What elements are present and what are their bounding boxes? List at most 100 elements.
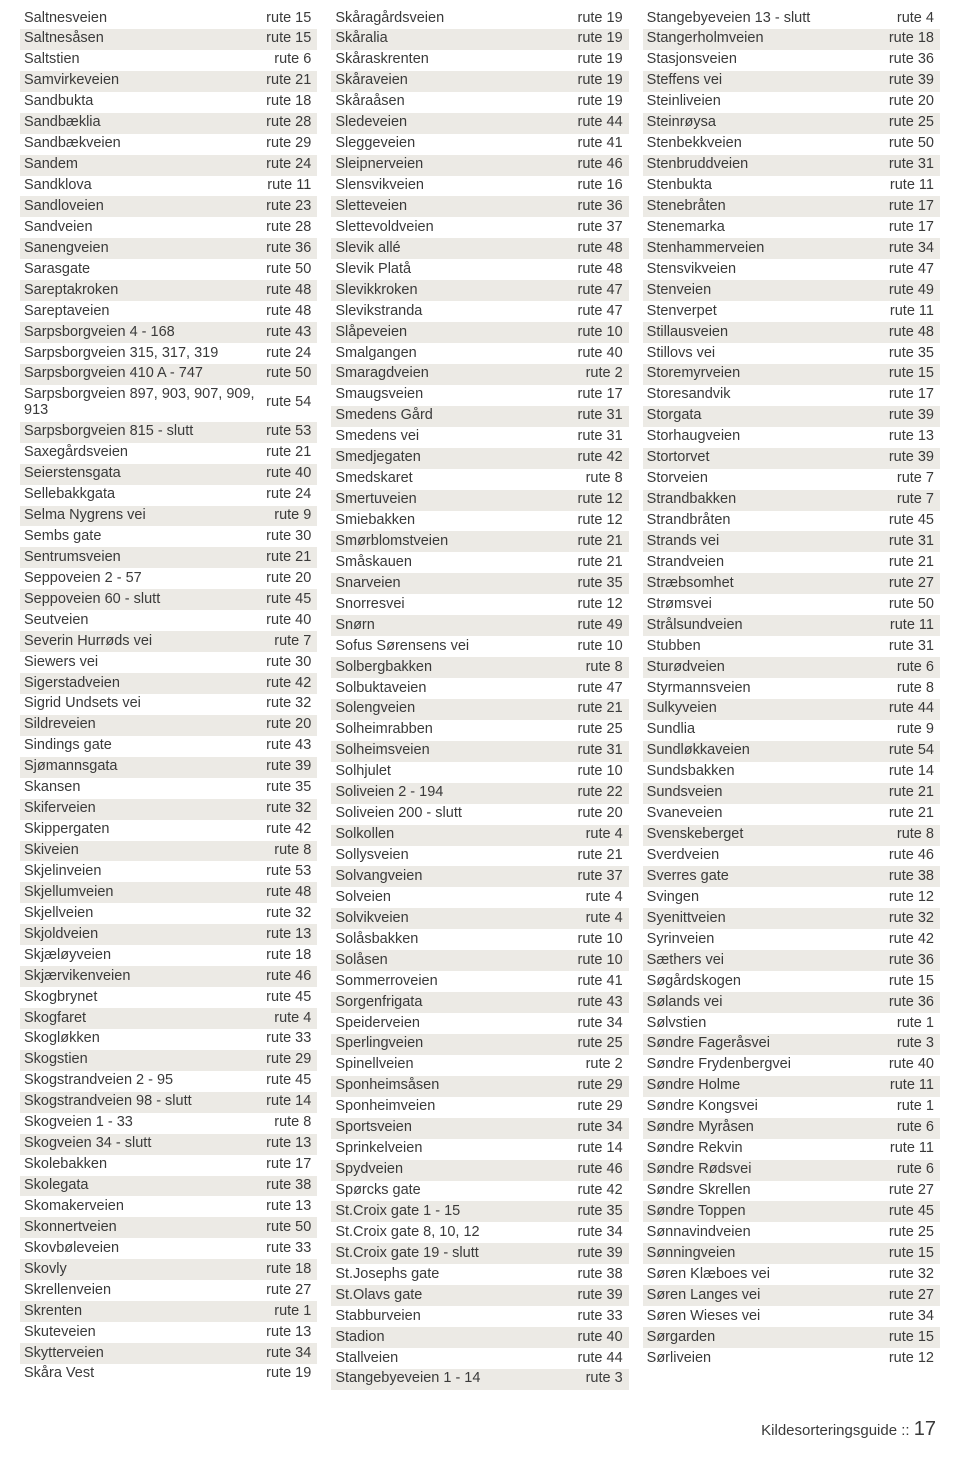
street-name: Stubben (647, 639, 883, 655)
route-value: rute 18 (260, 948, 311, 964)
table-row: Sentrumsveienrute 21 (20, 547, 317, 568)
route-value: rute 21 (260, 73, 311, 89)
street-name: Slevik allé (335, 241, 571, 257)
table-row: Skrentenrute 1 (20, 1301, 317, 1322)
table-row: Søren Klæboes veirute 32 (643, 1264, 940, 1285)
route-value: rute 44 (572, 115, 623, 131)
route-value: rute 12 (883, 890, 934, 906)
street-name: Søndre Fageråsvei (647, 1036, 891, 1052)
table-row: Sigrid Undsets veirute 32 (20, 694, 317, 715)
route-value: rute 44 (883, 701, 934, 717)
route-value: rute 36 (883, 52, 934, 68)
street-name: Seppoveien 60 - slutt (24, 592, 260, 608)
table-row: Stenbekkveienrute 50 (643, 134, 940, 155)
table-row: Skiveienrute 8 (20, 841, 317, 862)
route-value: rute 17 (883, 387, 934, 403)
route-value: rute 21 (572, 555, 623, 571)
table-row: Skonnertveienrute 50 (20, 1217, 317, 1238)
route-value: rute 42 (260, 676, 311, 692)
table-row: Svenskebergetrute 8 (643, 825, 940, 846)
street-name: Stangerholmveien (647, 31, 883, 47)
street-name: Snørn (335, 618, 571, 634)
street-name: Skuteveien (24, 1325, 260, 1341)
table-row: Saltnesåsenrute 15 (20, 29, 317, 50)
table-row: Sindings gaterute 43 (20, 736, 317, 757)
table-row: Samvirkeveienrute 21 (20, 71, 317, 92)
route-value: rute 31 (883, 639, 934, 655)
table-row: Sandbækveienrute 29 (20, 134, 317, 155)
table-row: Solheimsveienrute 31 (331, 741, 628, 762)
table-row: Sturødveienrute 6 (643, 657, 940, 678)
street-name: Sponheimveien (335, 1099, 571, 1115)
table-row: Steffens veirute 39 (643, 71, 940, 92)
route-value: rute 21 (260, 550, 311, 566)
route-value: rute 20 (572, 806, 623, 822)
street-name: Smiebakken (335, 513, 571, 529)
street-name: Seppoveien 2 - 57 (24, 571, 260, 587)
route-value: rute 2 (580, 1057, 623, 1073)
street-name: Skjoldveien (24, 927, 260, 943)
street-name: Søndre Rekvin (647, 1141, 884, 1157)
street-name: Slevikkroken (335, 283, 571, 299)
street-name: Sportsveien (335, 1120, 571, 1136)
table-row: Skogfaretrute 4 (20, 1008, 317, 1029)
street-name: Svenskeberget (647, 827, 891, 843)
route-value: rute 45 (883, 1204, 934, 1220)
street-name: Søndre Skrellen (647, 1183, 883, 1199)
route-value: rute 12 (572, 492, 623, 508)
table-row: Strandbakkenrute 7 (643, 490, 940, 511)
table-row: Smaragdveienrute 2 (331, 364, 628, 385)
route-value: rute 50 (260, 366, 311, 382)
table-row: Solheimrabbenrute 25 (331, 720, 628, 741)
route-value: rute 48 (883, 325, 934, 341)
table-row: Svingenrute 12 (643, 887, 940, 908)
route-value: rute 1 (268, 1304, 311, 1320)
table-row: Sverdveienrute 46 (643, 846, 940, 867)
route-value: rute 39 (572, 1246, 623, 1262)
street-name: Søren Klæboes vei (647, 1267, 883, 1283)
route-value: rute 35 (572, 576, 623, 592)
street-name: Slevik Platå (335, 262, 571, 278)
street-name: Storesandvik (647, 387, 883, 403)
table-row: Skogveien 34 - sluttrute 13 (20, 1134, 317, 1155)
route-value: rute 8 (268, 843, 311, 859)
table-row: Spinellveienrute 2 (331, 1055, 628, 1076)
table-row: Stortorvetrute 39 (643, 448, 940, 469)
route-value: rute 33 (572, 1309, 623, 1325)
table-row: Stubbenrute 31 (643, 636, 940, 657)
route-value: rute 31 (572, 408, 623, 424)
street-name: Søgårdskogen (647, 974, 883, 990)
table-row: Sleggeveienrute 41 (331, 134, 628, 155)
route-value: rute 21 (572, 534, 623, 550)
route-value: rute 13 (883, 429, 934, 445)
table-row: Småskauenrute 21 (331, 552, 628, 573)
route-value: rute 4 (580, 890, 623, 906)
street-name: Stræbsomhet (647, 576, 883, 592)
street-name: Smedens vei (335, 429, 571, 445)
street-name: Saltnesveien (24, 11, 260, 27)
route-value: rute 14 (260, 1094, 311, 1110)
street-name: Slensvikveien (335, 178, 571, 194)
street-name: Skåraveien (335, 73, 571, 89)
table-row: Sorgenfrigatarute 43 (331, 992, 628, 1013)
table-row: Smiebakkenrute 12 (331, 511, 628, 532)
route-value: rute 47 (883, 262, 934, 278)
route-value: rute 32 (260, 696, 311, 712)
table-row: Steinliveienrute 20 (643, 92, 940, 113)
street-name: Stensvikveien (647, 262, 883, 278)
street-name: Skogveien 1 - 33 (24, 1115, 268, 1131)
table-row: Søndre Holmerute 11 (643, 1076, 940, 1097)
street-name: Sommerroveien (335, 974, 571, 990)
street-name: Søren Langes vei (647, 1288, 883, 1304)
street-name: St.Croix gate 8, 10, 12 (335, 1225, 571, 1241)
route-value: rute 6 (891, 1162, 934, 1178)
column-3: Stangebyeveien 13 - sluttrute 4Stangerho… (643, 8, 940, 1390)
route-value: rute 29 (572, 1099, 623, 1115)
table-row: Svaneveienrute 21 (643, 804, 940, 825)
route-value: rute 25 (883, 1225, 934, 1241)
table-row: Skolebakkenrute 17 (20, 1155, 317, 1176)
table-row: Stenbruddveienrute 31 (643, 155, 940, 176)
column-1: Saltnesveienrute 15Saltnesåsenrute 15Sal… (20, 8, 317, 1390)
table-row: Skjellveienrute 32 (20, 903, 317, 924)
table-row: Sønnavindveienrute 25 (643, 1222, 940, 1243)
